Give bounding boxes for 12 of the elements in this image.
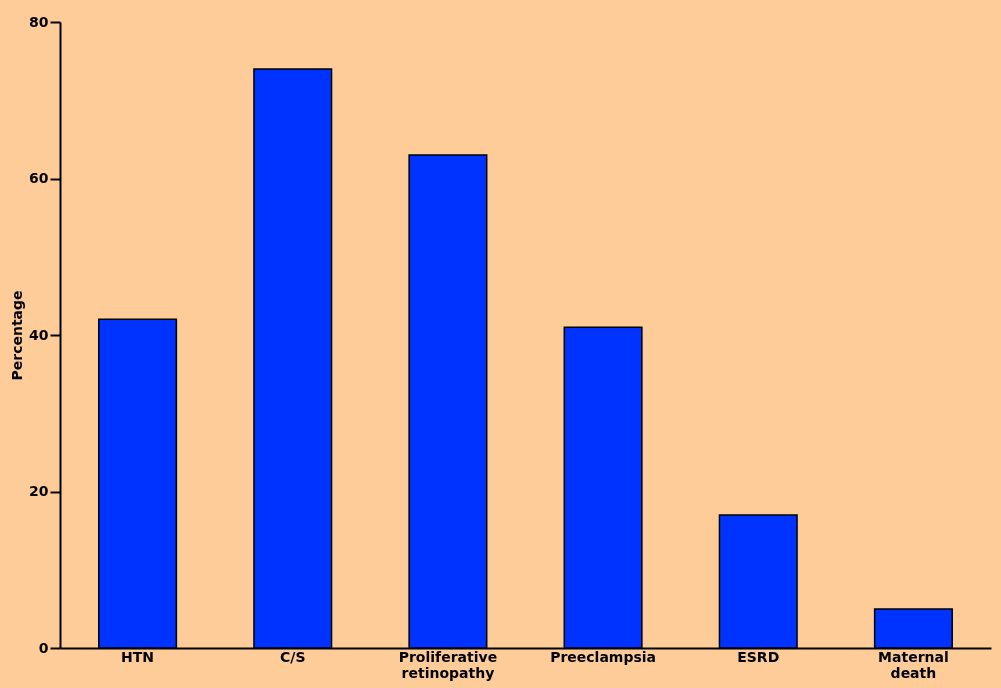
y-tick-label: 80	[29, 13, 49, 30]
x-tick-label: HTN	[121, 648, 155, 665]
y-tick-label: 0	[38, 639, 49, 656]
y-tick-label: 40	[29, 326, 49, 343]
y-tick-label: 20	[29, 483, 49, 499]
x-tick-label: Proliferative retinopathy	[398, 648, 498, 681]
x-tick-label: C/S	[280, 648, 306, 665]
y-axis-title: Percentage	[9, 290, 26, 381]
x-tick-label: ESRD	[737, 648, 780, 665]
y-tick-label: 60	[29, 170, 49, 186]
x-tick-label: Maternal death	[878, 648, 949, 681]
x-tick-label: Preeclampsia	[550, 648, 657, 665]
